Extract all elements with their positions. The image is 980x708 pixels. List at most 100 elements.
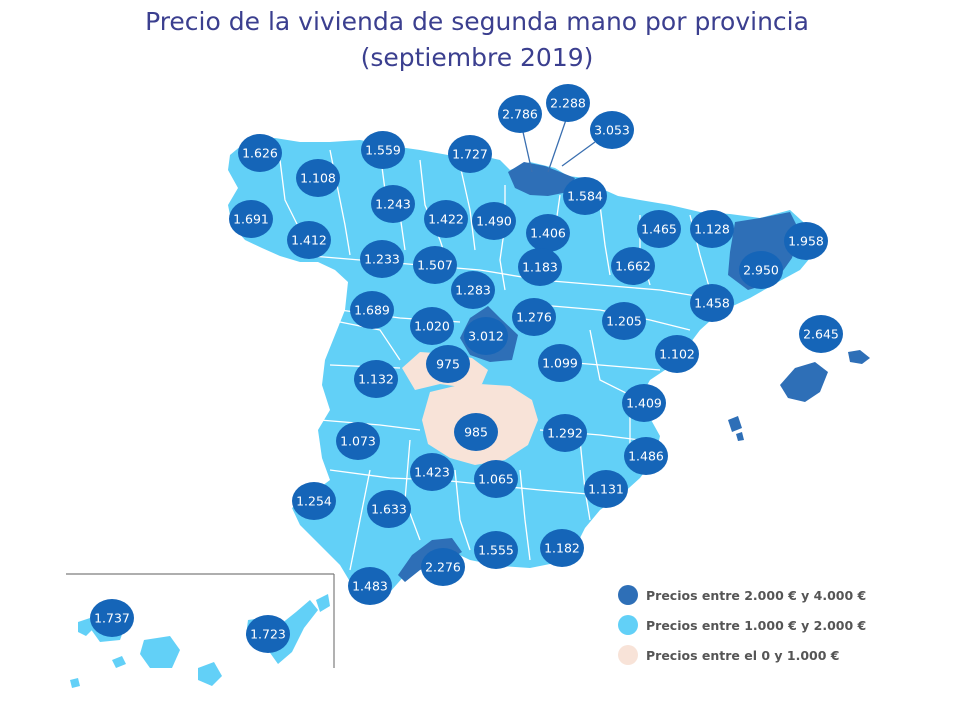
price-bubble: 1.276 [512, 298, 556, 336]
price-label: 1.065 [478, 472, 514, 487]
canary-island-4 [140, 636, 180, 668]
price-bubble-circle [246, 615, 290, 653]
price-bubble: 1.131 [584, 470, 628, 508]
price-label: 1.412 [291, 233, 327, 248]
price-label: 1.737 [94, 611, 130, 626]
price-label: 1.691 [233, 212, 269, 227]
price-label: 1.276 [516, 310, 552, 325]
price-bubble-circle [410, 307, 454, 345]
province-border-16 [319, 419, 421, 431]
price-bubble-circle [546, 84, 590, 122]
legend-item-high: Precios entre 2.000 € y 4.000 € [618, 584, 918, 606]
price-label: 1.132 [358, 372, 394, 387]
price-bubble-circle [563, 177, 607, 215]
price-bubble: 985 [454, 413, 498, 451]
price-label: 1.555 [478, 543, 514, 558]
price-bubble: 1.283 [451, 271, 495, 309]
price-label: 985 [464, 425, 488, 440]
price-bubble: 2.645 [799, 315, 843, 353]
price-bubble-circle [498, 95, 542, 133]
map-title-line-2: (septiembre 2019) [360, 43, 594, 72]
price-label: 2.276 [425, 560, 461, 575]
price-bubble-circle [410, 453, 454, 491]
price-bubble: 3.012 [464, 317, 508, 355]
price-bubble: 1.099 [538, 344, 582, 382]
price-bubble-circle [474, 460, 518, 498]
price-bubble-circle [371, 185, 415, 223]
legend-item-low: Precios entre el 0 y 1.000 € [618, 644, 918, 666]
price-label: 1.183 [522, 260, 558, 275]
price-label: 1.626 [242, 146, 278, 161]
price-bubble-circle [637, 210, 681, 248]
price-bubble: 1.689 [350, 291, 394, 329]
price-bubble-circle [624, 437, 668, 475]
price-bubble: 1.662 [611, 247, 655, 285]
price-bubble: 2.288 [546, 84, 590, 122]
price-bubble-circle [287, 221, 331, 259]
province-border-21 [519, 469, 531, 561]
price-bubble: 1.020 [410, 307, 454, 345]
map-title-line-1: Precio de la vivienda de segunda mano po… [145, 7, 809, 36]
price-bubble: 1.182 [540, 529, 584, 567]
price-bubble: 1.065 [474, 460, 518, 498]
legend: Precios entre 2.000 € y 4.000 € Precios … [618, 584, 918, 674]
price-label: 1.182 [544, 541, 580, 556]
price-bubble-circle [584, 470, 628, 508]
price-label: 1.483 [352, 579, 388, 594]
price-bubble: 1.422 [424, 200, 468, 238]
price-bubble: 1.555 [474, 531, 518, 569]
price-bubble-circle [238, 134, 282, 172]
price-bubble-circle [229, 200, 273, 238]
price-bubble-circle [690, 210, 734, 248]
price-bubble: 1.559 [361, 131, 405, 169]
price-bubble-circle [424, 200, 468, 238]
price-label: 2.288 [550, 96, 586, 111]
leader-line-3 [561, 141, 596, 167]
price-bubble-circle [292, 482, 336, 520]
price-bubble: 1.691 [229, 200, 273, 238]
price-label: 1.254 [296, 494, 332, 509]
province-border-20 [454, 469, 471, 551]
price-bubble: 1.423 [410, 453, 454, 491]
legend-swatch-mid [618, 615, 638, 635]
price-bubble: 1.132 [354, 360, 398, 398]
price-bubbles: 1.626 1.559 1.727 2.786 2.288 3.053 1.108 1.243… [90, 84, 843, 653]
price-bubble-circle [361, 131, 405, 169]
price-label: 1.559 [365, 143, 401, 158]
price-label: 3.012 [468, 329, 504, 344]
price-label: 1.958 [788, 234, 824, 249]
legend-label-high: Precios entre 2.000 € y 4.000 € [646, 587, 867, 603]
price-bubble: 1.406 [526, 214, 570, 252]
province-border-5 [459, 164, 476, 251]
canary-island-9 [70, 678, 80, 688]
price-label: 1.020 [414, 319, 450, 334]
price-bubble: 1.205 [602, 302, 646, 340]
canary-island-5 [198, 662, 222, 686]
price-bubble: 1.128 [690, 210, 734, 248]
price-bubble: 1.486 [624, 437, 668, 475]
menorca-island [848, 350, 870, 364]
price-bubble: 1.412 [287, 221, 331, 259]
price-bubble: 1.737 [90, 599, 134, 637]
price-label: 2.950 [743, 263, 779, 278]
mainland-mid-region [228, 138, 815, 600]
price-label: 1.233 [364, 252, 400, 267]
leader-line-1 [522, 131, 533, 173]
price-bubble: 1.102 [655, 335, 699, 373]
price-bubble: 975 [426, 345, 470, 383]
canary-island-8 [316, 594, 330, 612]
price-bubble-circle [348, 567, 392, 605]
price-bubble-circle [590, 111, 634, 149]
price-bubble-circle [336, 422, 380, 460]
canary-island-3 [112, 656, 126, 668]
price-label: 3.053 [594, 123, 630, 138]
price-label: 1.102 [659, 347, 695, 362]
price-bubble-circle [426, 345, 470, 383]
price-bubble-circle [518, 248, 562, 286]
legend-swatch-low [618, 645, 638, 665]
province-border-24 [349, 469, 371, 571]
price-bubble: 1.073 [336, 422, 380, 460]
province-border-18 [329, 469, 601, 496]
price-label: 1.283 [455, 283, 491, 298]
canary-island-1 [78, 618, 94, 636]
